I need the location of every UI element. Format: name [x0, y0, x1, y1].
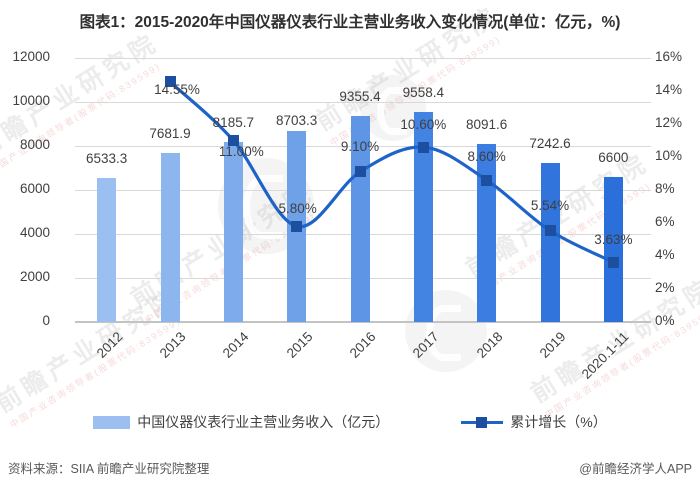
bar-value-label: 8091.6 [466, 116, 508, 132]
legend-growth-label: 累计增长（%） [510, 414, 607, 430]
growth-value-label: 8.60% [467, 149, 506, 165]
bar-value-label: 6600 [598, 149, 629, 165]
left-axis-tick: 4000 [19, 225, 50, 240]
x-axis-line [75, 321, 651, 323]
revenue-bar [603, 176, 623, 322]
right-axis-tick: 8% [655, 181, 675, 196]
revenue-bar [413, 111, 433, 322]
legend-revenue-label: 中国仪器仪表行业主营业务收入（亿元） [137, 414, 390, 430]
growth-marker [607, 256, 619, 268]
left-axis-tick: 2000 [19, 269, 50, 284]
bar-value-label: 8703.3 [276, 112, 318, 128]
revenue-bar [540, 162, 560, 322]
left-axis-tick: 12000 [12, 49, 50, 64]
right-axis-tick: 6% [655, 214, 675, 229]
bar-value-label: 7242.6 [529, 135, 571, 151]
growth-marker [227, 135, 239, 146]
right-axis-tick: 4% [655, 247, 675, 262]
chart-title: 图表1：2015-2020年中国仪器仪表行业主营业务收入变化情况(单位：亿元，%… [79, 14, 621, 31]
growth-marker [481, 174, 493, 186]
footer: 资料来源：SIIA 前瞻产业研究院整理 @前瞻经济学人APP [8, 458, 692, 477]
revenue-bar [223, 141, 243, 322]
growth-value-label: 5.80% [278, 201, 317, 217]
legend: 中国仪器仪表行业主营业务收入（亿元） 累计增长（%） [0, 412, 700, 432]
revenue-bar [477, 143, 497, 322]
left-axis-tick: 8000 [19, 137, 50, 152]
right-axis-tick: 12% [655, 115, 683, 130]
revenue-bar-swatch-icon [93, 415, 131, 429]
revenue-bar [160, 152, 180, 322]
growth-marker [354, 166, 366, 178]
legend-item-growth: 累计增长（%） [461, 412, 607, 432]
left-axis-tick: 0 [42, 313, 50, 328]
growth-value-label: 5.54% [530, 197, 570, 213]
source-note: 资料来源：SIIA 前瞻产业研究院整理 [8, 462, 210, 476]
bar-value-label: 7681.9 [149, 125, 191, 141]
right-axis-tick: 10% [655, 148, 683, 163]
right-axis-tick: 2% [655, 280, 675, 295]
gridline [75, 102, 651, 103]
growth-line-marker-icon [461, 416, 504, 428]
growth-value-label: 9.10% [340, 138, 380, 154]
credit-note: @前瞻经济学人APP [579, 462, 692, 476]
right-axis-tick: 0% [655, 313, 675, 328]
growth-marker [164, 76, 176, 88]
left-axis-tick: 6000 [19, 181, 50, 196]
bar-value-label: 9558.4 [402, 84, 444, 100]
growth-value-label: 3.63% [594, 232, 633, 248]
growth-value-label: 11.00% [218, 143, 264, 159]
right-axis-tick: 14% [655, 82, 683, 97]
bar-value-label: 9355.4 [339, 89, 381, 105]
gridline [75, 58, 651, 59]
growth-marker [291, 220, 303, 232]
growth-marker [417, 141, 429, 153]
bar-value-label: 8185.7 [212, 114, 254, 130]
legend-item-revenue: 中国仪器仪表行业主营业务收入（亿元） [93, 412, 389, 432]
revenue-bar [97, 178, 117, 322]
bar-value-label: 6533.3 [86, 151, 128, 167]
left-axis-tick: 10000 [12, 93, 50, 108]
growth-marker [544, 225, 556, 237]
growth-value-label: 10.60% [400, 117, 447, 133]
growth-value-label: 14.55% [154, 81, 200, 97]
right-axis-tick: 16% [655, 49, 683, 64]
